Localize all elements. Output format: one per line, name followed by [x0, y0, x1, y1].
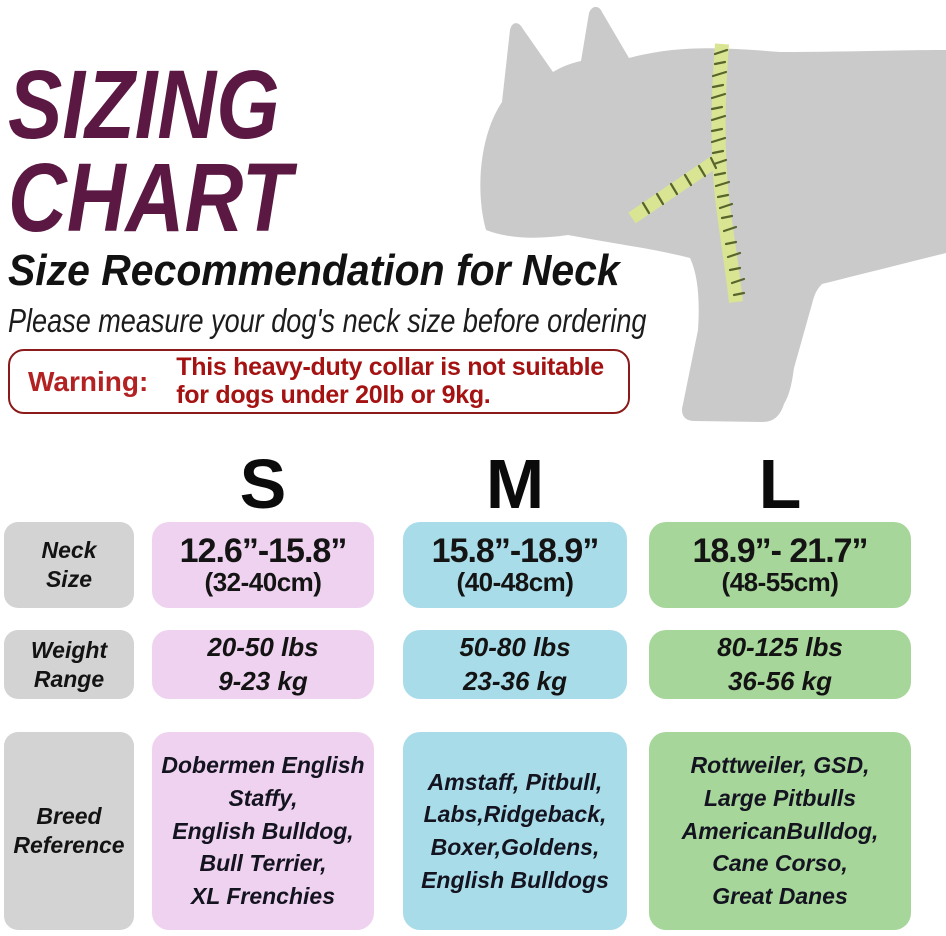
- breed-reference-cell-m: Amstaff, Pitbull, Labs,Ridgeback, Boxer,…: [403, 732, 627, 930]
- measure-instruction: Please measure your dog's neck size befo…: [8, 302, 647, 339]
- neck-size-inches-s: 12.6”-15.8”: [179, 531, 348, 570]
- warning-message: This heavy-duty collar is not suitable f…: [176, 353, 604, 409]
- size-header-m: M: [485, 445, 545, 523]
- neck-size-inches-l: 18.9”- 21.7”: [692, 531, 868, 570]
- neck-size-cell-l: 18.9”- 21.7” (48-55cm): [649, 522, 911, 608]
- warning-box: Warning: This heavy-duty collar is not s…: [8, 349, 630, 414]
- dog-illustration: [470, 0, 946, 450]
- subtitle: Size Recommendation for Neck: [8, 246, 620, 295]
- title-line-2: CHART: [8, 143, 292, 253]
- row-label-breed-reference: Breed Reference: [4, 732, 134, 930]
- tape-tick-marks: [641, 48, 746, 297]
- dog-silhouette-svg: [480, 6, 946, 423]
- breed-reference-cell-s: Dobermen English Staffy, English Bulldog…: [152, 732, 374, 930]
- row-label-neck-size: Neck Size: [4, 522, 134, 608]
- page-title: SIZING CHART: [8, 56, 292, 246]
- neck-size-inches-m: 15.8”-18.9”: [431, 531, 600, 570]
- neck-size-cm-l: (48-55cm): [721, 567, 839, 598]
- dog-silhouette: [480, 6, 946, 423]
- size-header-s: S: [239, 445, 287, 523]
- weight-range-cell-s: 20-50 lbs 9-23 kg: [152, 630, 374, 699]
- neck-size-cm-m: (40-48cm): [456, 567, 574, 598]
- size-header-l: L: [758, 445, 802, 523]
- weight-range-cell-m: 50-80 lbs 23-36 kg: [403, 630, 627, 699]
- neck-size-cell-m: 15.8”-18.9” (40-48cm): [403, 522, 627, 608]
- breed-reference-cell-l: Rottweiler, GSD, Large Pitbulls American…: [649, 732, 911, 930]
- title-line-1: SIZING: [8, 50, 280, 159]
- warning-label: Warning:: [28, 365, 149, 397]
- row-label-weight-range: Weight Range: [4, 630, 134, 699]
- neck-size-cell-s: 12.6”-15.8” (32-40cm): [152, 522, 374, 608]
- measuring-tape-icon: [628, 43, 746, 303]
- neck-size-cm-s: (32-40cm): [204, 567, 322, 598]
- weight-range-cell-l: 80-125 lbs 36-56 kg: [649, 630, 911, 699]
